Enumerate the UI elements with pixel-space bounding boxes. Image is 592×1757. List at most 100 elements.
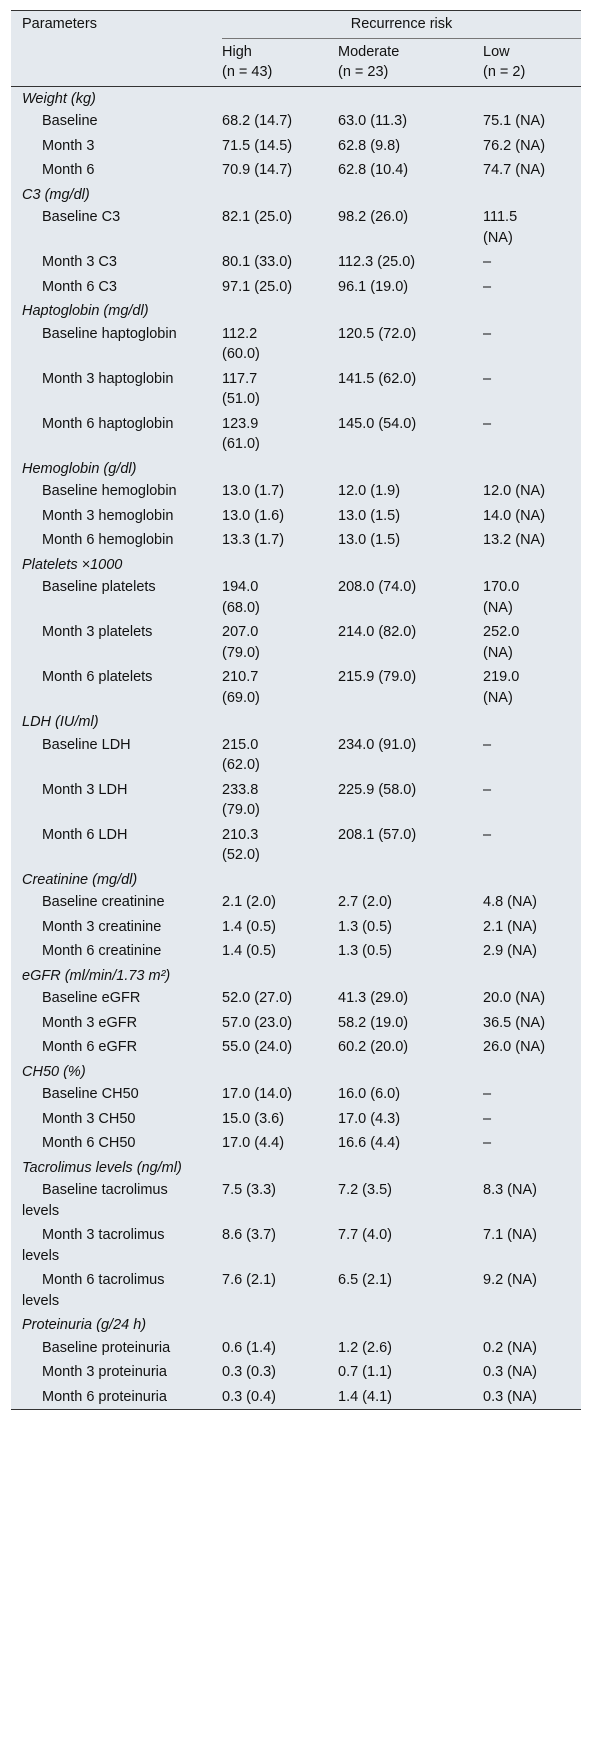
value-cell: – — [483, 736, 492, 753]
data-row: Month 6 70.9 (14.7) 62.8 (10.4) 74.7 (NA) — [11, 158, 581, 183]
data-row: Month 6 eGFR 55.0 (24.0) 60.2 (20.0) 26.0 (… — [11, 1035, 581, 1060]
group-row: C3 (mg/dl) — [11, 183, 581, 206]
group-title: Tacrolimus levels (ng/ml) — [22, 1159, 182, 1176]
value-cell: 97.1 (25.0) — [222, 278, 293, 295]
value-cell: 7.7 (4.0) — [338, 1227, 392, 1243]
value-cell: 210.7 (69.0) — [222, 669, 260, 706]
data-row: Month 3 haptoglobin 117.7 (51.0) 141.5 (62… — [11, 367, 581, 412]
header-cell — [11, 38, 222, 87]
group-title: Hemoglobin (g/dl) — [22, 460, 137, 477]
row-label: Month 6 CH50 — [42, 1135, 136, 1151]
row-label: Month 3 proteinuria — [42, 1364, 167, 1380]
data-row: Baseline creatinine 2.1 (2.0) 2.7 (2.0) 4.8… — [11, 890, 581, 915]
value-cell: 8.3 (NA) — [483, 1182, 537, 1198]
row-label: Baseline LDH — [42, 736, 131, 753]
data-row: Month 3 eGFR 57.0 (23.0) 58.2 (19.0) 36.5 (… — [11, 1011, 581, 1036]
value-cell: 16.6 (4.4) — [338, 1135, 401, 1151]
value-cell: 210.3 (52.0) — [222, 826, 260, 864]
data-row: Month 3 creatinine 1.4 (0.5) 1.3 (0.5) 2.1 … — [11, 915, 581, 940]
row-label: Month 6 tacrolimus levels — [22, 1272, 165, 1309]
value-cell: 62.8 (10.4) — [338, 162, 409, 178]
value-cell: 12.0 (1.9) — [338, 483, 401, 499]
row-label: Month 6 LDH — [42, 826, 128, 843]
value-cell: – — [483, 826, 492, 843]
group-row: Platelets ×1000 — [11, 553, 581, 576]
value-cell: 74.7 (NA) — [483, 162, 546, 178]
data-row: Month 3 LDH 233.8 (79.0) 225.9 (58.0) – — [11, 778, 581, 823]
value-cell: – — [483, 1135, 492, 1151]
data-row: Month 3 tacrolimus levels 8.6 (3.7) 7.7 (4… — [11, 1223, 581, 1268]
value-cell: 207.0 (79.0) — [222, 624, 260, 661]
value-cell: 112.2 (60.0) — [222, 325, 260, 363]
value-cell: 63.0 (11.3) — [338, 113, 408, 129]
value-cell: 60.2 (20.0) — [338, 1039, 409, 1055]
value-cell: 252.0 (NA) — [483, 624, 520, 661]
value-cell: 82.1 (25.0) — [222, 209, 293, 225]
header-row: Parameters Recurrence risk — [11, 10, 581, 39]
row-label: Baseline hemoglobin — [42, 483, 177, 499]
value-cell: 71.5 (14.5) — [222, 137, 293, 154]
value-cell: 215.9 (79.0) — [338, 669, 417, 685]
value-cell: 2.7 (2.0) — [338, 894, 392, 910]
value-cell: 13.0 (1.6) — [222, 507, 285, 524]
value-cell: 80.1 (33.0) — [222, 254, 293, 270]
row-label: Baseline platelets — [42, 579, 156, 595]
value-cell: 41.3 (29.0) — [338, 990, 409, 1006]
group-title: LDH (IU/ml) — [22, 714, 99, 730]
value-cell: 214.0 (82.0) — [338, 624, 417, 640]
data-row: Month 3 CH50 15.0 (3.6) 17.0 (4.3) – — [11, 1107, 581, 1132]
value-cell: – — [483, 254, 492, 270]
value-cell: 170.0 (NA) — [483, 579, 520, 616]
header-cell: High (n = 43) — [222, 38, 338, 87]
row-label: Month 3 CH50 — [42, 1110, 136, 1127]
data-row: Month 6 C3 97.1 (25.0) 96.1 (19.0) – — [11, 275, 581, 300]
data-row: Month 6 hemoglobin 13.3 (1.7) 13.0 (1.5) 13… — [11, 528, 581, 553]
header-cell: Low (n = 2) — [483, 38, 581, 87]
header-cell: Recurrence risk — [222, 10, 581, 39]
row-label: Baseline tacrolimus levels — [22, 1182, 168, 1219]
value-cell: 13.2 (NA) — [483, 532, 546, 548]
group-row: CH50 (%) — [11, 1060, 581, 1083]
value-cell: 233.8 (79.0) — [222, 781, 260, 819]
data-row: Month 6 LDH 210.3 (52.0) 208.1 (57.0) – — [11, 823, 581, 868]
value-cell: 234.0 (91.0) — [338, 736, 417, 753]
value-cell: 145.0 (54.0) — [338, 415, 417, 432]
row-label: Month 3 LDH — [42, 781, 128, 798]
row-label: Month 6 eGFR — [42, 1039, 138, 1055]
value-cell: 55.0 (24.0) — [222, 1039, 293, 1055]
data-row: Month 6 creatinine 1.4 (0.5) 1.3 (0.5) 2.9 … — [11, 939, 581, 964]
group-title: Haptoglobin (mg/dl) — [22, 303, 149, 319]
column-n: (n = 2) — [483, 64, 526, 80]
value-cell: – — [483, 325, 492, 342]
value-cell: 26.0 (NA) — [483, 1039, 546, 1055]
group-row: Weight (kg) — [11, 86, 581, 109]
group-title: Proteinuria (g/24 h) — [22, 1317, 147, 1333]
row-label: Month 6 creatinine — [42, 943, 162, 959]
data-row: Month 3 hemoglobin 13.0 (1.6) 13.0 (1.5) 14… — [11, 504, 581, 529]
value-cell: 12.0 (NA) — [483, 483, 546, 499]
data-row: Month 3 C3 80.1 (33.0) 112.3 (25.0) – — [11, 250, 581, 275]
value-cell: 75.1 (NA) — [483, 113, 546, 129]
row-label: Month 6 platelets — [42, 669, 153, 685]
row-label: Baseline CH50 — [42, 1086, 139, 1102]
value-cell: 208.0 (74.0) — [338, 579, 417, 595]
row-label: Baseline creatinine — [42, 894, 165, 910]
value-cell: 36.5 (NA) — [483, 1014, 546, 1031]
value-cell: 2.9 (NA) — [483, 943, 537, 959]
group-row: Creatinine (mg/dl) — [11, 868, 581, 891]
value-cell: 1.4 (4.1) — [338, 1384, 483, 1410]
row-label: Month 6 C3 — [42, 278, 117, 295]
value-cell: 215.0 (62.0) — [222, 736, 260, 774]
value-cell: 68.2 (14.7) — [222, 113, 293, 129]
value-cell: 225.9 (58.0) — [338, 781, 417, 798]
value-cell: 219.0 (NA) — [483, 669, 520, 706]
value-cell: – — [483, 370, 492, 387]
row-label: Month 3 hemoglobin — [42, 507, 174, 524]
column-label: High — [222, 43, 252, 60]
value-cell: 20.0 (NA) — [483, 990, 546, 1006]
group-title: eGFR (ml/min/1.73 m²) — [22, 967, 171, 984]
value-cell: 13.0 (1.5) — [338, 532, 401, 548]
value-cell: 7.6 (2.1) — [222, 1272, 276, 1288]
column-label: Moderate — [338, 43, 400, 60]
